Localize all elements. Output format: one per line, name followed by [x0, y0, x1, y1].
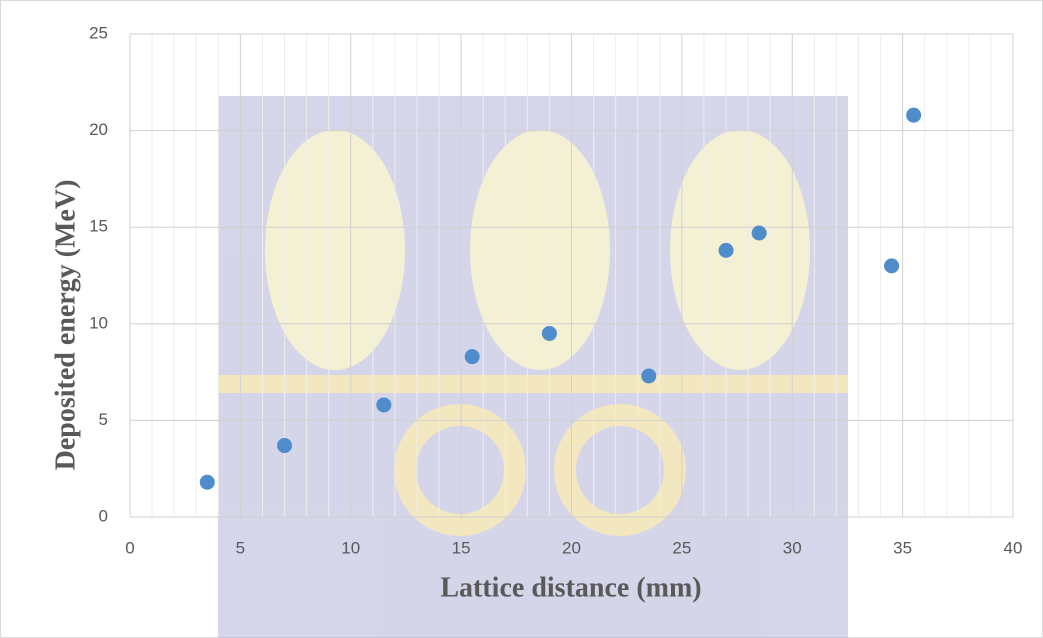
chart: 0 5 10 15 20 25 30 35 40 0 5 10 15 20 25 Lattice dista… — [0, 0, 1043, 638]
y-axis-label: Deposited energy (MeV) — [50, 180, 81, 471]
point — [719, 243, 734, 258]
y-tick-label: 25 — [89, 23, 108, 42]
y-tick-label: 0 — [99, 506, 108, 525]
y-tick-label: 10 — [89, 313, 108, 332]
x-tick-label: 5 — [236, 538, 245, 557]
y-tick-label: 20 — [89, 120, 108, 139]
point — [376, 397, 391, 412]
point — [752, 225, 767, 240]
x-tick-label: 10 — [341, 538, 360, 557]
point — [884, 258, 899, 273]
y-tick-label: 5 — [99, 410, 108, 429]
point — [465, 349, 480, 364]
x-tick-label: 15 — [452, 538, 471, 557]
x-tick-label: 25 — [672, 538, 691, 557]
watermark — [218, 96, 848, 638]
point — [641, 368, 656, 383]
point — [277, 438, 292, 453]
point — [542, 326, 557, 341]
x-tick-label: 20 — [562, 538, 581, 557]
x-tick-label: 35 — [893, 538, 912, 557]
point — [906, 108, 921, 123]
x-tick-label: 30 — [783, 538, 802, 557]
x-tick-label: 0 — [125, 538, 134, 557]
x-axis-label: Lattice distance (mm) — [440, 572, 701, 603]
point — [200, 475, 215, 490]
y-tick-label: 15 — [89, 217, 108, 236]
x-tick-label: 40 — [1004, 538, 1023, 557]
